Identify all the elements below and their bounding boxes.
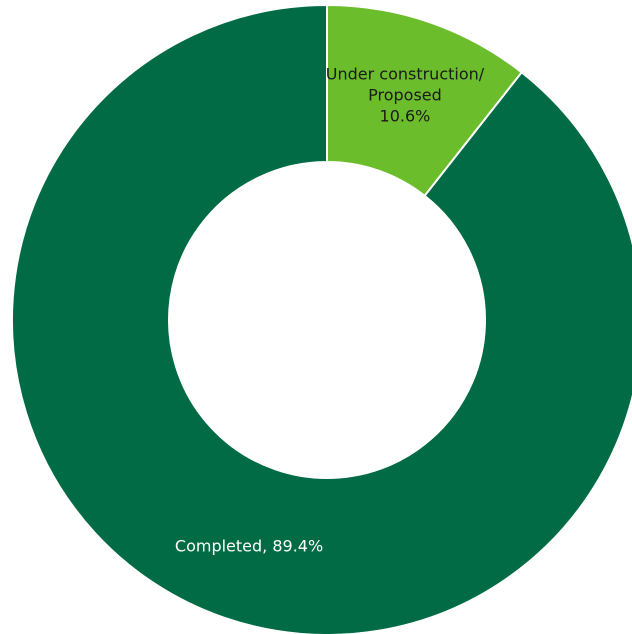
- slice-label-1-line-2: 10.6%: [380, 107, 431, 126]
- slices-group: [11, 3, 632, 634]
- slice-label-0: Completed, 89.4%: [175, 536, 323, 555]
- slice-label-0-line-0: Completed, 89.4%: [175, 536, 323, 555]
- slice-label-1-line-1: Proposed: [368, 86, 442, 105]
- slice-0: [11, 3, 632, 634]
- slice-1: [326, 3, 524, 198]
- slice-label-1-line-0: Under construction/: [326, 65, 485, 84]
- labels-group: Completed, 89.4% Under construction/Propo…: [175, 65, 485, 556]
- slice-label-1: Under construction/Proposed 10.6%: [326, 65, 485, 126]
